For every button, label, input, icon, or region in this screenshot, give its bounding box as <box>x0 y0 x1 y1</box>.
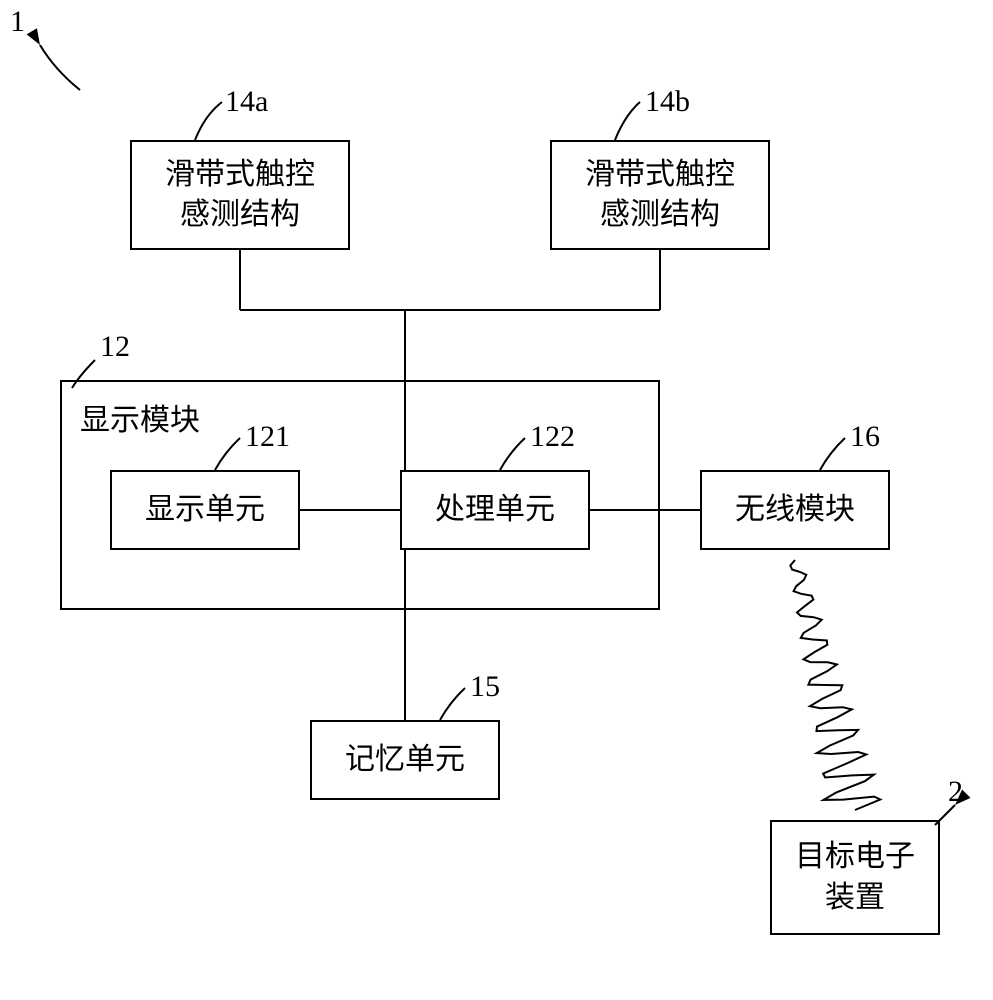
touch-sensor-a-box: 滑带式触控感测结构 <box>130 140 350 250</box>
target-device-label: 目标电子装置 <box>789 833 921 922</box>
target-device-box: 目标电子装置 <box>770 820 940 935</box>
processing-unit-label: 处理单元 <box>429 486 561 535</box>
ref-label-14a: 14a <box>225 85 268 119</box>
ref-label-1: 1 <box>10 5 25 39</box>
display-unit-box: 显示单元 <box>110 470 300 550</box>
display-unit-label: 显示单元 <box>139 486 271 535</box>
ref-label-15: 15 <box>470 670 500 704</box>
ref-label-122: 122 <box>530 420 575 454</box>
wireless-module-label: 无线模块 <box>729 486 861 535</box>
ref-label-121: 121 <box>245 420 290 454</box>
ref-label-16: 16 <box>850 420 880 454</box>
touch-sensor-a-label: 滑带式触控感测结构 <box>159 151 321 240</box>
touch-sensor-b-label: 滑带式触控感测结构 <box>579 151 741 240</box>
diagram-canvas: 显示模块 滑带式触控感测结构 滑带式触控感测结构 显示单元 处理单元 无线模块 … <box>0 0 993 1000</box>
ref-label-14b: 14b <box>645 85 690 119</box>
memory-unit-label: 记忆单元 <box>339 736 471 785</box>
ref-label-2: 2 <box>948 775 963 809</box>
wireless-module-box: 无线模块 <box>700 470 890 550</box>
display-module-label: 显示模块 <box>80 395 200 439</box>
processing-unit-box: 处理单元 <box>400 470 590 550</box>
memory-unit-box: 记忆单元 <box>310 720 500 800</box>
touch-sensor-b-box: 滑带式触控感测结构 <box>550 140 770 250</box>
ref-label-12: 12 <box>100 330 130 364</box>
